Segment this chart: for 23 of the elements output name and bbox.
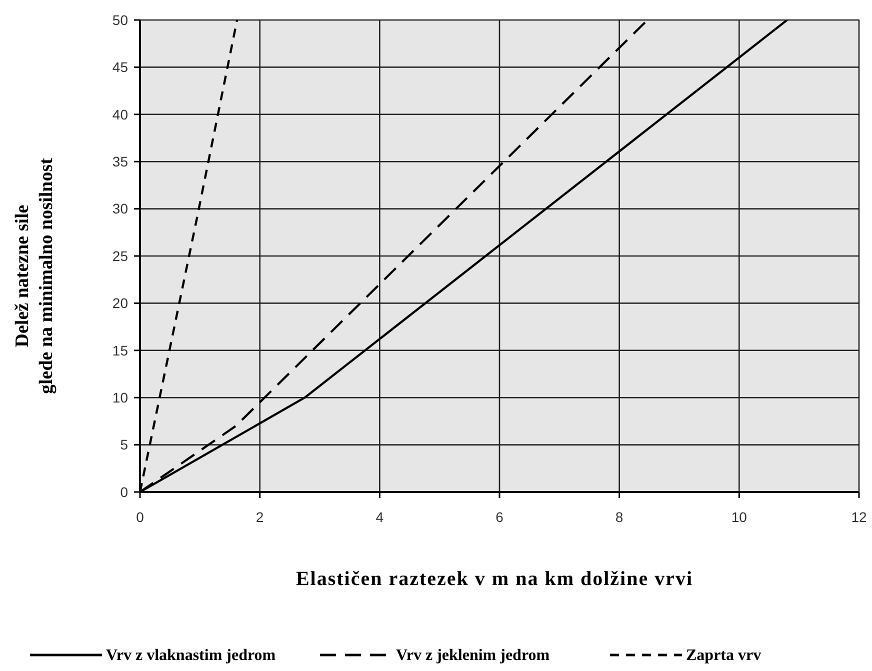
legend-label: Zaprta vrv	[686, 647, 762, 664]
y-tick-label: 5	[120, 436, 128, 453]
x-tick-label: 2	[256, 509, 264, 525]
x-tick-label: 12	[851, 509, 867, 525]
y-tick-label: 25	[112, 248, 128, 264]
y-tick-label: 50	[112, 12, 128, 28]
x-tick-label: 0	[136, 509, 144, 525]
y-tick-label: 30	[112, 200, 128, 217]
y-tick-label: 0	[120, 484, 128, 500]
y-tick-label: 45	[112, 59, 128, 76]
legend-label: Vrv z vlaknastim jedrom	[106, 647, 276, 664]
y-tick-label: 35	[112, 154, 128, 170]
y-axis-title: Delež natezne sile glede na minimalno nosilnost	[12, 157, 57, 394]
x-tick-label: 6	[496, 509, 504, 525]
legend-label: Vrv z jeklenim jedrom	[396, 647, 550, 664]
x-tick-label: 8	[615, 509, 624, 525]
x-tick-label: 4	[376, 509, 384, 525]
x-axis-title: Elastičen raztezek v m na km dolžine vrvi	[296, 568, 694, 590]
x-tick-label: 10	[731, 509, 748, 525]
y-tick-label: 10	[112, 390, 128, 406]
y-tick-label: 20	[112, 295, 128, 312]
y-tick-label: 40	[112, 106, 128, 122]
y-tick-label: 15	[112, 342, 128, 358]
